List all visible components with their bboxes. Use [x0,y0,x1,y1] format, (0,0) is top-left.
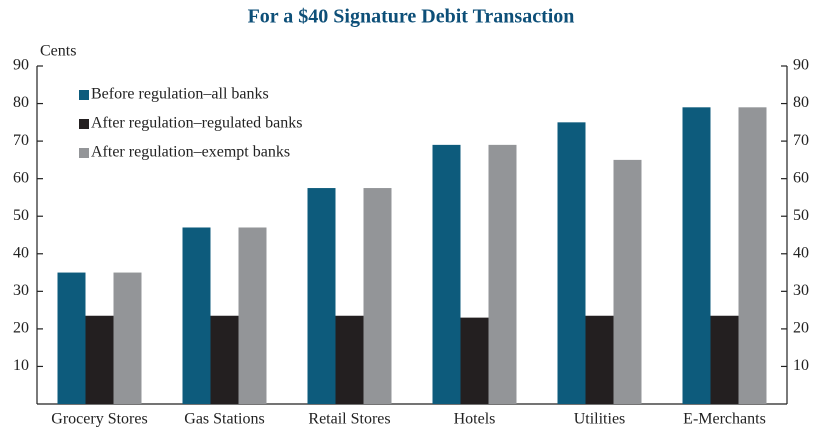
y-tick-label: 50 [13,207,29,224]
x-tick-label: E-Merchants [683,411,766,428]
y2-tick-label: 10 [793,357,809,374]
legend-swatch [79,119,89,129]
bar [682,107,711,405]
y2-tick-label: 80 [793,94,809,111]
x-tick-label: Grocery Stores [51,411,147,428]
bar [57,272,86,404]
bar [182,227,211,404]
y-tick-label: 80 [13,94,29,111]
y-tick-label: 70 [13,132,29,149]
bar [238,227,267,404]
bar [557,122,586,404]
y-tick-label: 90 [13,57,29,74]
bar [335,315,364,404]
bar [738,107,767,405]
bar [307,188,336,404]
y-tick-label: 20 [13,320,29,337]
y-tick-label: 40 [13,244,29,261]
bar [585,315,614,404]
y2-tick-label: 70 [793,132,809,149]
x-tick-label: Gas Stations [184,411,264,428]
y2-tick-label: 20 [793,320,809,337]
bar [363,188,392,404]
legend-label: After regulation–exempt banks [91,144,290,161]
y2-tick-label: 30 [793,282,809,299]
y2-tick-label: 40 [793,244,809,261]
y2-tick-label: 50 [793,207,809,224]
legend-label: After regulation–regulated banks [91,115,302,132]
legend-swatch [79,148,89,158]
bar [460,317,489,404]
y-tick-label: 30 [13,282,29,299]
bar [432,144,461,404]
bar [488,144,517,404]
bar [210,315,239,404]
x-tick-label: Utilities [574,411,626,428]
y-axis-label: Cents [40,43,76,60]
legend-swatch [79,90,89,100]
bar [613,159,642,404]
y2-tick-label: 90 [793,57,809,74]
bar [85,315,114,404]
bar [113,272,142,404]
legend-label: Before regulation–all banks [91,86,269,103]
bar [710,315,739,404]
y-tick-label: 10 [13,357,29,374]
chart-title: For a $40 Signature Debit Transaction [248,6,575,28]
x-tick-label: Hotels [454,411,496,428]
y-tick-label: 60 [13,169,29,186]
x-tick-label: Retail Stores [308,411,390,428]
y2-tick-label: 60 [793,169,809,186]
